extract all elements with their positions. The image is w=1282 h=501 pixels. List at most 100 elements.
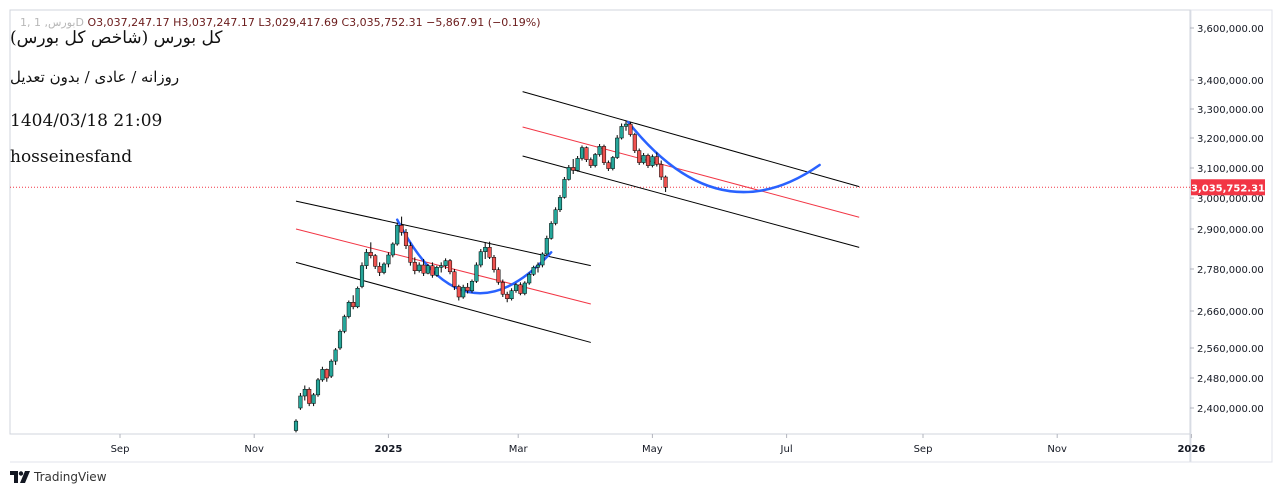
- candle: [342, 314, 347, 334]
- candle-body: [659, 164, 664, 178]
- candles: [293, 121, 668, 433]
- candle-body: [452, 271, 457, 287]
- candle-body: [315, 379, 321, 396]
- candle-body: [549, 223, 554, 239]
- candle-body: [469, 281, 475, 291]
- candle-body: [562, 179, 567, 198]
- candle: [632, 132, 637, 153]
- candle-body: [601, 146, 607, 163]
- candle-body: [553, 209, 558, 224]
- candle: [522, 281, 527, 296]
- x-tick-label: 2025: [374, 444, 402, 455]
- candle-body: [597, 146, 602, 155]
- candle: [408, 242, 413, 266]
- candle-body: [557, 197, 563, 211]
- candle-body: [593, 154, 598, 166]
- candle-body: [650, 156, 655, 166]
- candle-body: [421, 264, 426, 274]
- candle: [351, 295, 356, 310]
- candle: [421, 259, 426, 276]
- x-tick-label: 2026: [1177, 444, 1205, 455]
- candle: [377, 262, 382, 276]
- y-tick-label: 2,780,000.00: [1197, 265, 1264, 276]
- candle-body: [645, 155, 651, 166]
- legend-ohlc-values: O3,037,247.17 H3,037,247.17 L3,029,417.6…: [87, 16, 541, 29]
- candle: [368, 242, 373, 259]
- candle-body: [610, 157, 615, 169]
- candle: [584, 146, 589, 162]
- candle-body: [509, 290, 514, 300]
- brand[interactable]: TradingView: [10, 470, 107, 484]
- candle-body: [641, 155, 646, 163]
- y-tick-label: 2,400,000.00: [1197, 404, 1264, 415]
- candle-body: [571, 167, 576, 171]
- candle: [500, 279, 505, 297]
- candle-body: [513, 284, 519, 291]
- plot-border: [9, 9, 1191, 435]
- brand-label: TradingView: [34, 470, 107, 484]
- candle: [469, 279, 475, 293]
- candle: [439, 262, 444, 273]
- ohlc-legend: 1, بورس, 1D O3,037,247.17 H3,037,247.17 …: [20, 16, 541, 29]
- candle-body: [491, 257, 497, 270]
- candle: [346, 300, 351, 319]
- candle: [461, 284, 466, 299]
- candle: [337, 329, 343, 350]
- candle: [298, 393, 303, 410]
- overlay-date: 1404/03/18 21:09: [10, 111, 163, 131]
- x-tick-label: Sep: [111, 444, 130, 455]
- candle-body: [324, 369, 329, 379]
- candle: [434, 265, 439, 277]
- candle-body: [496, 269, 501, 283]
- candle-body: [500, 282, 505, 295]
- candle-body: [293, 420, 299, 431]
- candle: [623, 121, 629, 131]
- candle: [579, 145, 585, 161]
- candle-body: [531, 267, 536, 275]
- candle-body: [364, 252, 369, 266]
- candle-body: [588, 159, 593, 166]
- x-tick-label: Nov: [1047, 444, 1067, 455]
- candle-body: [447, 260, 453, 273]
- candle-body: [351, 302, 356, 308]
- candle: [628, 122, 633, 137]
- candle: [588, 157, 593, 168]
- candle: [324, 368, 329, 382]
- candle: [302, 385, 307, 401]
- candle-body: [579, 147, 585, 159]
- candle: [320, 366, 325, 382]
- candle: [452, 269, 457, 290]
- candle-body: [386, 254, 391, 265]
- candle: [637, 148, 642, 165]
- candle: [355, 286, 360, 309]
- candle: [553, 207, 558, 226]
- candle: [549, 221, 554, 240]
- candle: [364, 249, 369, 269]
- candle-body: [439, 265, 444, 268]
- y-tick-label: 2,900,000.00: [1197, 225, 1264, 236]
- candle: [315, 378, 321, 397]
- candle: [659, 160, 664, 180]
- candle-body: [615, 137, 620, 158]
- candle-body: [535, 264, 541, 268]
- channel-1-mid-line: [295, 228, 591, 305]
- candle: [566, 165, 571, 181]
- candle: [575, 156, 580, 172]
- candle: [650, 154, 655, 168]
- candle-body: [329, 360, 334, 377]
- candle: [645, 153, 651, 168]
- candle-body: [342, 316, 347, 332]
- last-price-badge-bg: [1191, 179, 1265, 196]
- overlay-subtitle: روزانه / عادی / بدون تعدیل: [10, 68, 180, 86]
- candle: [487, 241, 492, 259]
- y-tick-label: 3,600,000.00: [1197, 24, 1264, 35]
- candle-body: [355, 288, 360, 308]
- candle: [531, 265, 536, 276]
- candle: [496, 267, 501, 285]
- candle: [395, 222, 400, 246]
- candle: [544, 235, 549, 256]
- candle-body: [302, 389, 307, 397]
- y-tick-label: 3,000,000.00: [1197, 194, 1264, 205]
- candle: [535, 262, 541, 273]
